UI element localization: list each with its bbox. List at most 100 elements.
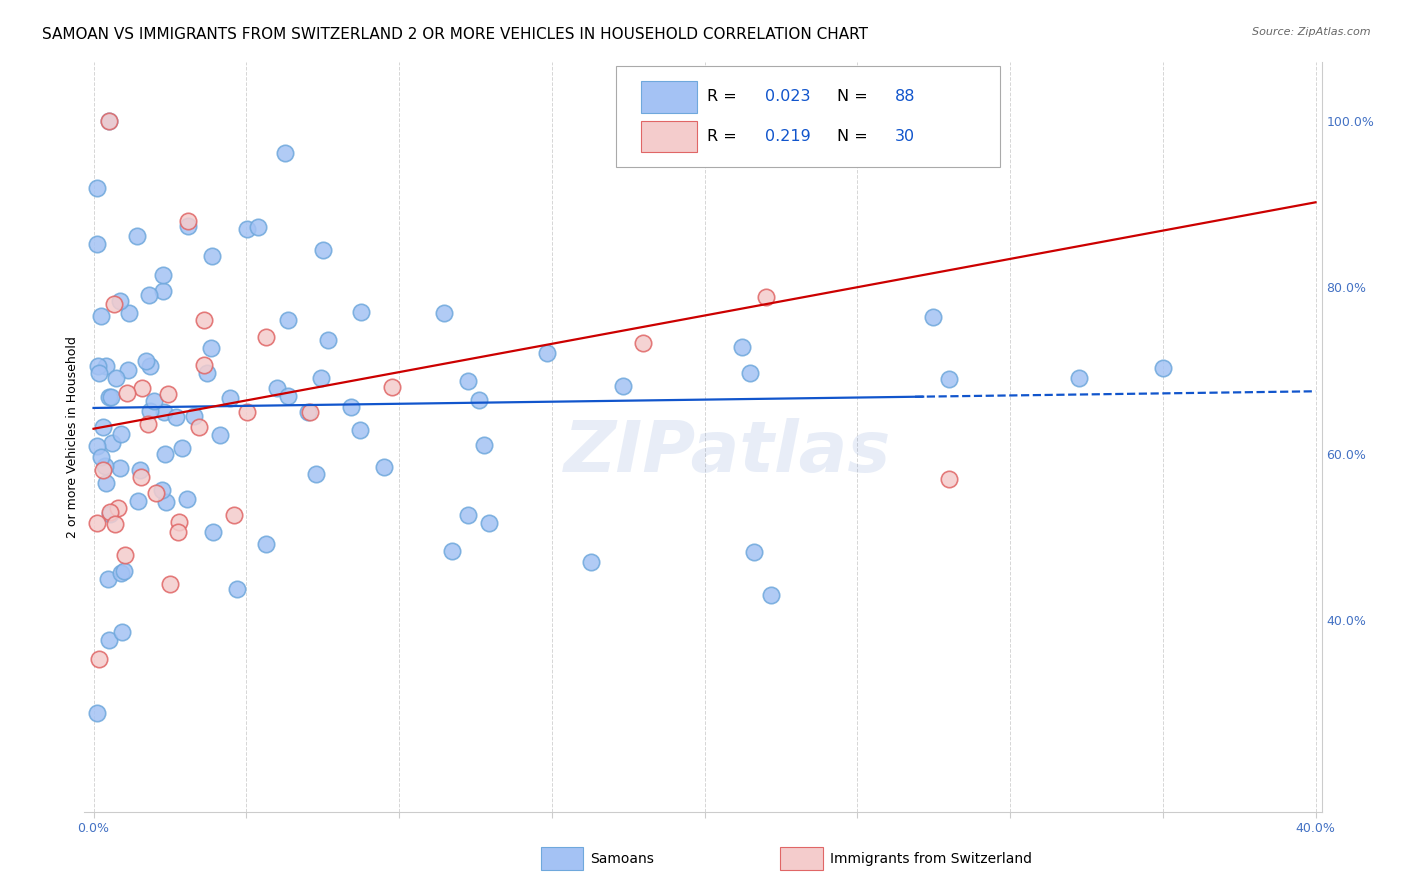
Point bbox=[208, 428, 231, 442]
Point bbox=[731, 340, 754, 354]
Point bbox=[152, 405, 174, 419]
Point bbox=[104, 516, 127, 531]
Point bbox=[118, 306, 141, 320]
Point bbox=[86, 237, 108, 252]
Point bbox=[340, 401, 363, 415]
Point bbox=[87, 652, 110, 666]
Point bbox=[759, 588, 782, 602]
Point bbox=[177, 213, 200, 227]
Point bbox=[110, 566, 132, 580]
Point bbox=[97, 113, 120, 128]
Point bbox=[612, 379, 634, 393]
Point bbox=[112, 565, 135, 579]
Point bbox=[129, 463, 152, 477]
Point bbox=[266, 381, 288, 395]
Point bbox=[740, 367, 762, 381]
Y-axis label: 2 or more Vehicles in Household: 2 or more Vehicles in Household bbox=[66, 336, 79, 538]
Point bbox=[131, 381, 153, 395]
Point bbox=[1152, 360, 1174, 375]
Point bbox=[139, 359, 162, 374]
Point bbox=[193, 358, 215, 372]
Point bbox=[254, 329, 277, 343]
Point bbox=[87, 367, 110, 381]
Point bbox=[201, 249, 224, 263]
Point bbox=[127, 494, 149, 508]
Point bbox=[176, 219, 198, 233]
Point bbox=[316, 333, 339, 347]
Point bbox=[277, 389, 299, 403]
Point bbox=[247, 220, 270, 235]
Point bbox=[145, 485, 167, 500]
Point bbox=[938, 372, 960, 386]
Text: R =: R = bbox=[707, 129, 741, 145]
Point bbox=[187, 420, 209, 434]
Point bbox=[254, 537, 277, 551]
Point bbox=[117, 362, 139, 376]
Point bbox=[86, 181, 108, 195]
Point bbox=[103, 297, 125, 311]
Point bbox=[98, 507, 121, 521]
Point bbox=[433, 306, 456, 320]
Text: Samoans: Samoans bbox=[591, 852, 654, 866]
Point bbox=[110, 426, 132, 441]
Point bbox=[115, 385, 138, 400]
Point bbox=[90, 309, 112, 323]
Point bbox=[114, 548, 136, 562]
Point bbox=[100, 390, 122, 404]
Point bbox=[350, 305, 373, 319]
Point bbox=[167, 515, 190, 529]
FancyBboxPatch shape bbox=[616, 66, 1000, 168]
Point bbox=[97, 390, 120, 404]
Point bbox=[219, 391, 242, 405]
Point bbox=[468, 392, 491, 407]
Text: 30: 30 bbox=[894, 129, 915, 145]
Text: 0.219: 0.219 bbox=[765, 129, 811, 145]
Point bbox=[94, 459, 117, 474]
Point bbox=[136, 417, 159, 431]
Point bbox=[86, 516, 108, 531]
Point bbox=[183, 409, 205, 424]
Point bbox=[193, 313, 215, 327]
Point bbox=[86, 439, 108, 453]
Point bbox=[87, 359, 110, 373]
Point bbox=[633, 336, 655, 351]
Point bbox=[152, 284, 174, 298]
Point bbox=[100, 435, 122, 450]
Point bbox=[107, 501, 129, 516]
Point bbox=[742, 545, 765, 559]
Point bbox=[472, 438, 495, 452]
Point bbox=[98, 113, 121, 128]
Point bbox=[197, 366, 219, 380]
Point bbox=[297, 405, 319, 419]
FancyBboxPatch shape bbox=[641, 121, 697, 153]
Point bbox=[277, 313, 299, 327]
Point bbox=[108, 294, 131, 309]
Point bbox=[938, 472, 960, 486]
Text: N =: N = bbox=[837, 129, 873, 145]
Point bbox=[105, 371, 128, 385]
Point bbox=[305, 467, 328, 481]
Text: SAMOAN VS IMMIGRANTS FROM SWITZERLAND 2 OR MORE VEHICLES IN HOUSEHOLD CORRELATIO: SAMOAN VS IMMIGRANTS FROM SWITZERLAND 2 … bbox=[42, 27, 868, 42]
Point bbox=[142, 393, 165, 408]
Text: N =: N = bbox=[837, 89, 873, 104]
Point bbox=[96, 359, 118, 373]
Point bbox=[921, 310, 943, 324]
Point bbox=[225, 582, 247, 596]
Point bbox=[129, 470, 152, 484]
Point bbox=[201, 524, 224, 539]
Point bbox=[236, 221, 259, 235]
Point bbox=[96, 476, 118, 491]
Point bbox=[200, 341, 222, 355]
Text: Source: ZipAtlas.com: Source: ZipAtlas.com bbox=[1253, 27, 1371, 37]
Text: ZIPatlas: ZIPatlas bbox=[564, 417, 891, 486]
Point bbox=[222, 508, 245, 522]
Point bbox=[135, 354, 157, 368]
Point bbox=[478, 516, 501, 531]
Point bbox=[373, 459, 395, 474]
Point bbox=[138, 404, 160, 418]
Point bbox=[457, 508, 479, 522]
Point bbox=[150, 483, 173, 497]
Point bbox=[138, 288, 160, 302]
Point bbox=[91, 462, 114, 476]
FancyBboxPatch shape bbox=[641, 81, 697, 112]
